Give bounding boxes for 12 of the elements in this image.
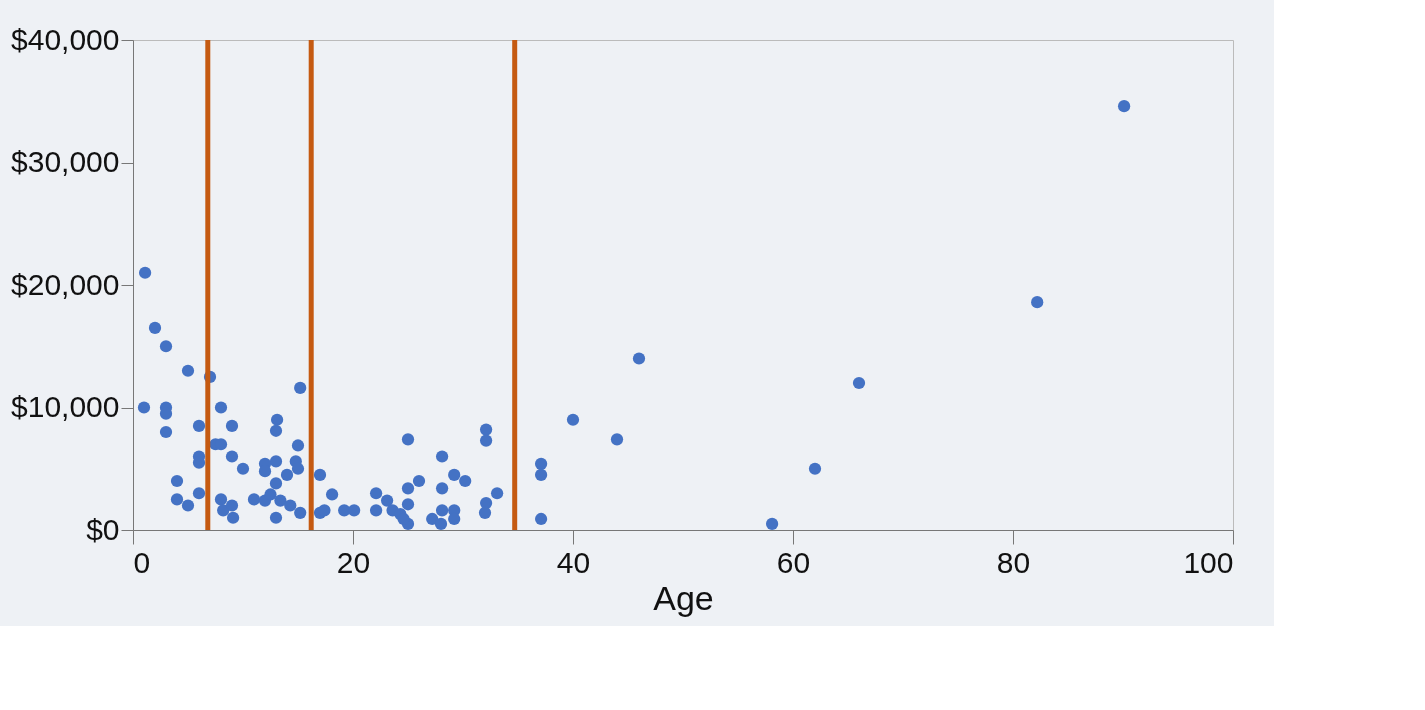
x-tick-label: 20 <box>336 545 371 579</box>
x-tick-label: 100 <box>1183 545 1234 579</box>
y-tick-label: $10,000 <box>11 390 120 423</box>
x-tick-label: 40 <box>556 545 591 579</box>
y-tick-label: $0 <box>86 512 120 546</box>
x-tick-label: 0 <box>133 545 151 579</box>
y-tick-label: $30,000 <box>11 145 120 178</box>
x-axis-title: Age <box>653 578 714 617</box>
y-tick-label: $40,000 <box>11 22 120 56</box>
x-tick-label: 80 <box>996 545 1031 579</box>
x-tick-label: 60 <box>776 545 811 579</box>
y-tick-label: $20,000 <box>11 267 120 301</box>
